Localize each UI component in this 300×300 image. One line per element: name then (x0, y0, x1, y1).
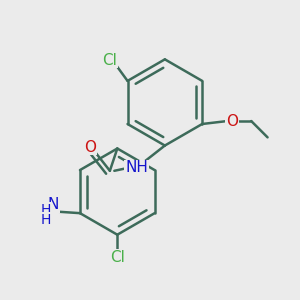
Text: O: O (226, 113, 238, 128)
Text: O: O (85, 140, 97, 154)
Text: H: H (40, 213, 51, 227)
Text: NH: NH (125, 160, 148, 175)
Text: N: N (47, 197, 59, 212)
Text: H: H (40, 203, 51, 217)
Text: Cl: Cl (102, 52, 117, 68)
Text: Cl: Cl (110, 250, 125, 265)
